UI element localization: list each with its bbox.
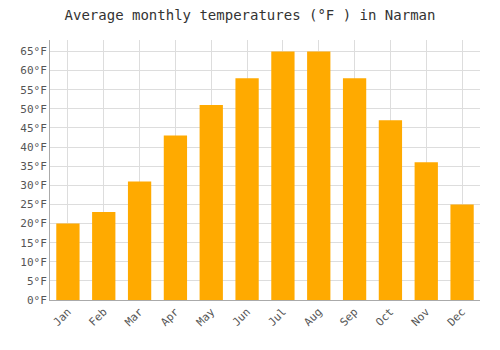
- svg-text:40°F: 40°F: [20, 141, 47, 154]
- svg-text:60°F: 60°F: [20, 64, 47, 77]
- svg-text:10°F: 10°F: [20, 256, 47, 269]
- svg-text:Mar: Mar: [122, 305, 146, 329]
- svg-text:Jul: Jul: [266, 306, 289, 329]
- svg-text:65°F: 65°F: [20, 45, 47, 58]
- svg-text:45°F: 45°F: [20, 122, 47, 135]
- svg-text:May: May: [194, 305, 218, 329]
- svg-text:Dec: Dec: [445, 306, 468, 329]
- svg-text:20°F: 20°F: [20, 217, 47, 230]
- svg-text:Average monthly temperatures (: Average monthly temperatures (°F ) in Na…: [65, 7, 436, 23]
- svg-text:Apr: Apr: [158, 305, 182, 329]
- svg-text:Aug: Aug: [302, 306, 325, 329]
- svg-text:35°F: 35°F: [20, 160, 47, 173]
- svg-text:Oct: Oct: [373, 306, 396, 329]
- svg-text:30°F: 30°F: [20, 179, 47, 192]
- svg-text:55°F: 55°F: [20, 84, 47, 97]
- svg-text:15°F: 15°F: [20, 237, 47, 250]
- svg-text:Jan: Jan: [51, 306, 74, 329]
- svg-text:Sep: Sep: [337, 306, 360, 329]
- svg-text:Feb: Feb: [87, 306, 110, 329]
- svg-text:25°F: 25°F: [20, 198, 47, 211]
- svg-text:Nov: Nov: [409, 305, 433, 329]
- svg-text:Jun: Jun: [230, 306, 253, 329]
- svg-text:0°F: 0°F: [27, 294, 47, 307]
- svg-text:5°F: 5°F: [27, 275, 47, 288]
- svg-text:50°F: 50°F: [20, 103, 47, 116]
